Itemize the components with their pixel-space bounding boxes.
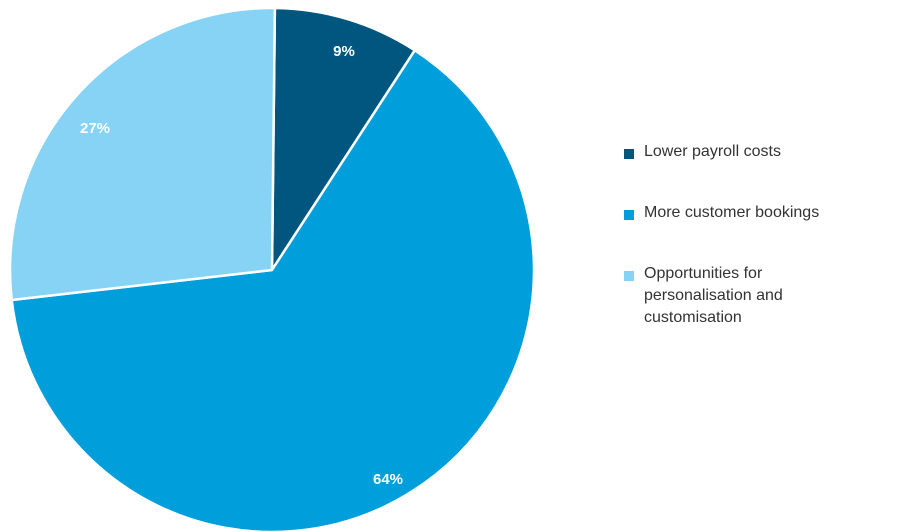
pie-slice-labels: 9% 64% 27% [80, 43, 403, 488]
legend-label: Opportunities for personalisation and cu… [644, 265, 783, 326]
chart-legend: Lower payroll costs More customer bookin… [624, 141, 909, 368]
legend-swatch [624, 210, 634, 220]
legend-item-lower-payroll-costs: Lower payroll costs [624, 141, 909, 163]
pie-slice-label-1: 64% [373, 471, 403, 488]
pie-slice-label-2: 27% [80, 120, 110, 137]
pie-slices [8, 6, 536, 532]
pie-slice-0 [270, 6, 417, 272]
legend-swatch [624, 149, 634, 159]
pie-slice-label-0: 9% [333, 43, 355, 60]
legend-item-opportunities-personalisation: Opportunities for personalisation and cu… [624, 263, 909, 329]
legend-label: Lower payroll costs [644, 143, 781, 160]
legend-label: More customer bookings [644, 204, 820, 221]
pie-slice-1 [10, 49, 536, 532]
legend-item-more-customer-bookings: More customer bookings [624, 202, 909, 224]
pie-slice-2 [8, 6, 277, 302]
legend-swatch [624, 271, 634, 281]
